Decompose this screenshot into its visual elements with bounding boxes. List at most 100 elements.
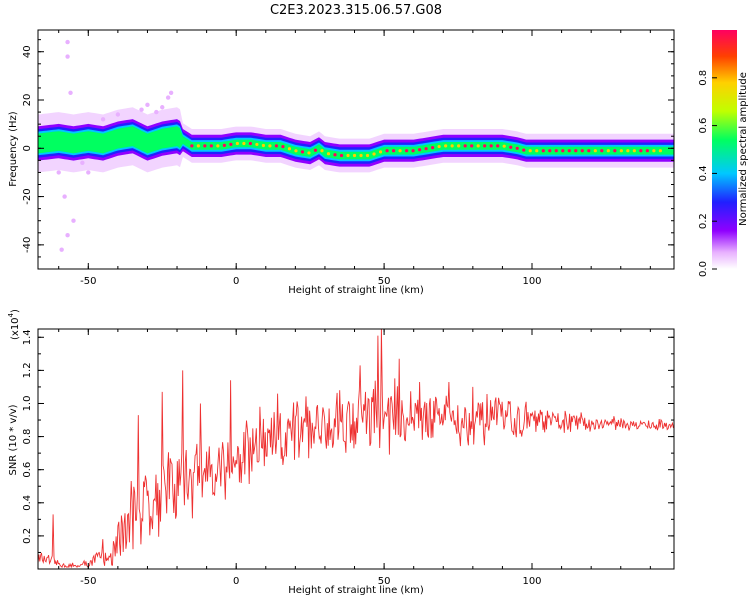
spectrogram-x-tick-label: 100 <box>522 276 541 287</box>
spectrogram-outlier-point <box>139 107 144 112</box>
spectrogram-y-tick-label: 20 <box>22 94 33 107</box>
spectrogram-ridge-point <box>580 149 584 153</box>
colorbar-label: Normalized spectral amplitude <box>738 72 749 226</box>
snr-y-axis-label: SNR (10 * v/v) <box>8 404 19 475</box>
spectrogram-ridge-point <box>326 152 331 156</box>
spectrogram-ridge-point <box>216 144 220 148</box>
spectrogram-ridge-point <box>476 144 480 148</box>
spectrogram-ridge-point <box>535 149 539 153</box>
spectrogram-band-layer <box>38 126 674 160</box>
spectrogram-ridge-point <box>658 149 662 153</box>
spectrogram-ridge-point <box>261 143 266 148</box>
spectrogram-ridge-point <box>515 146 519 150</box>
spectrogram-ridge-point <box>398 149 402 153</box>
spectrogram-ridge-point <box>541 149 545 153</box>
spectrogram-ridge-point <box>509 145 513 149</box>
spectrogram-ridge-point <box>613 149 617 153</box>
spectrogram-frame <box>37 29 675 270</box>
spectrogram-x-axis-label: Height of straight line (km) <box>288 285 424 296</box>
colorbar-tick-label: 0.4 <box>698 165 709 181</box>
spectrogram-ridge-point <box>411 149 415 153</box>
spectrogram-ridge-point <box>248 141 252 146</box>
snr-y-tick-label: 1.2 <box>22 362 33 378</box>
spectrogram-ridge-point <box>385 149 389 153</box>
spectrogram-ridge-point <box>222 143 226 147</box>
spectrogram-ridge-point <box>313 148 318 152</box>
spectrogram-outlier-point <box>62 194 67 199</box>
spectrogram-ridge-point <box>489 144 493 148</box>
spectrogram-ridge-point <box>431 146 435 150</box>
spectrogram-y-tick-label: 40 <box>22 45 33 58</box>
spectrogram-y-tick-label: -20 <box>22 188 33 204</box>
spectrogram-ridge-point <box>274 144 279 148</box>
spectrogram-ridge-point <box>418 148 422 152</box>
spectrogram-ridge-point <box>522 148 526 152</box>
spectrogram-ridge-point <box>437 144 441 149</box>
spectrogram-ridge-point <box>255 142 259 147</box>
spectrogram-outlier-point <box>160 105 165 110</box>
snr-y-tick-label: 1.4 <box>22 329 33 345</box>
spectrogram-ridge-point <box>346 153 350 158</box>
spectrogram-outlier-point <box>65 233 70 238</box>
spectrogram-ridge-point <box>470 144 474 148</box>
spectrogram-ridge-point <box>333 153 337 157</box>
spectrogram-x-tick-label: 0 <box>233 276 239 287</box>
spectrogram-panel: -50 0 50 100 -40 -20 0 20 40 Height of straight … <box>8 29 675 296</box>
spectrogram-ridge-point <box>352 153 357 158</box>
spectrogram-outlier-point <box>86 170 91 175</box>
snr-x-tick-label: -50 <box>80 576 96 587</box>
spectrogram-ridge-point <box>502 144 506 148</box>
snr-y-tick-label: 1.0 <box>22 396 33 412</box>
spectrogram-ridge-point <box>190 144 194 148</box>
spectrogram-ridge-point <box>561 149 565 153</box>
snr-frame <box>37 328 675 570</box>
spectrogram-band-layer <box>38 124 674 162</box>
spectrogram-ridge-point <box>268 144 272 148</box>
spectrogram-ridge-point <box>619 149 623 153</box>
spectrogram-ridge-point <box>450 144 454 148</box>
svg-text:(x104): (x104) <box>7 309 21 340</box>
spectrogram-outlier-point <box>59 247 64 252</box>
snr-multiplier-exp: 4 <box>7 312 15 317</box>
colorbar-ticks: 0.0 0.2 0.4 0.6 0.8 <box>698 70 717 277</box>
colorbar-tick-label: 0.2 <box>698 213 709 229</box>
spectrogram-outlier-point <box>65 54 70 59</box>
spectrogram-outlier-point <box>56 170 61 175</box>
colorbar-tick-label: 0.8 <box>698 70 709 86</box>
spectrogram-ridge-point <box>645 149 649 153</box>
spectrogram-ridge-point <box>606 149 610 153</box>
spectrogram-outlier-point <box>145 102 150 108</box>
spectrogram-x-tick-label: -50 <box>80 276 96 287</box>
snr-panel: -50 0 50 100 0.2 0.4 0.6 0.8 1.0 1.2 1.4 Height of… <box>7 309 675 596</box>
snr-multiplier: (x104) <box>7 309 21 340</box>
spectrogram-ridge-point <box>359 153 363 158</box>
spectrogram-ridge-point <box>554 149 558 153</box>
snr-y-tick-label: 0.2 <box>22 528 33 544</box>
spectrogram-ridge-point <box>593 149 597 153</box>
snr-multiplier-base: (x10 <box>10 317 21 340</box>
spectrogram-ridge-point <box>574 149 578 153</box>
snr-y-tick-label: 0.6 <box>22 462 33 478</box>
colorbar-tick-label: 0.0 <box>698 261 709 277</box>
spectrogram-outlier-point <box>165 95 171 100</box>
spectrogram-ridge-point <box>307 151 311 155</box>
colorbar-gradient <box>712 30 737 269</box>
snr-x-axis-label: Height of straight line (km) <box>288 585 424 596</box>
spectrogram-ridge-point <box>548 149 552 153</box>
spectrogram-ridge-point <box>320 149 324 153</box>
snr-y-tick-label: 0.8 <box>22 429 33 445</box>
spectrogram-ridge-point <box>294 149 298 153</box>
spectrogram-ridge-point <box>287 147 292 151</box>
spectrogram-outlier-point <box>68 90 73 95</box>
spectrogram-outlier-point <box>65 39 70 45</box>
spectrogram-axes: -50 0 50 100 -40 -20 0 20 40 <box>22 30 674 287</box>
spectrogram-ridge-point <box>203 144 207 148</box>
spectrogram-ridge-point <box>235 141 239 146</box>
spectrogram-ridge-point <box>242 141 246 146</box>
spectrogram-ridge-point <box>229 142 233 146</box>
spectrogram-outlier-point <box>168 90 174 95</box>
spectrogram-ridge-point <box>300 150 305 154</box>
spectrogram-ridge-point <box>483 144 487 148</box>
spectrogram-y-tick-label: -40 <box>22 237 33 253</box>
